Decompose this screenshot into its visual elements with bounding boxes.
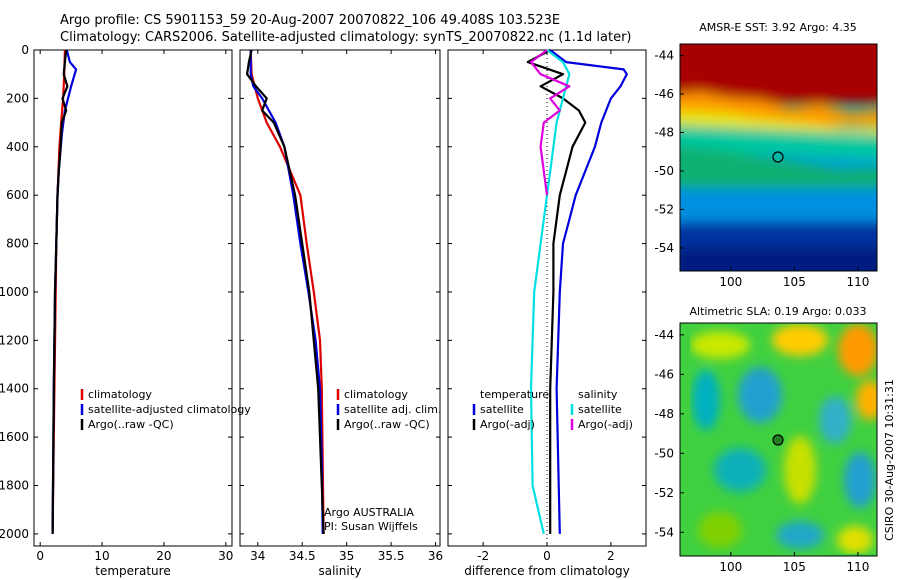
legend-entry: satellite adj. clim. <box>344 403 441 416</box>
y-tick-label: -54 <box>654 241 674 255</box>
salinity-series-line <box>246 49 325 534</box>
legend-group-title: salinity <box>578 388 618 401</box>
sla-argo-marker <box>772 434 784 446</box>
x-tick-label: 0 <box>36 549 44 563</box>
x-tick-label: 34.5 <box>289 549 316 563</box>
x-tick-label: 20 <box>156 549 171 563</box>
x-tick-label: 35.5 <box>378 549 405 563</box>
salinity-panel: 34 34.5 35 35.5 36 salinity climatology satelli… <box>239 49 443 578</box>
y-tick-label: 1200 <box>0 333 29 347</box>
y-tick-label: -44 <box>654 328 674 342</box>
y-tick-label: -44 <box>654 49 674 63</box>
x-tick-label: 34 <box>250 549 265 563</box>
legend-entry: climatology <box>344 388 408 401</box>
y-tick-label: 1400 <box>0 382 29 396</box>
legend-entry: satellite-adjusted climatology <box>88 403 251 416</box>
x-tick-label: 110 <box>846 275 869 289</box>
salinity-series-line <box>249 49 325 534</box>
y-tick-label: 200 <box>6 91 29 105</box>
sla-map: Altimetric SLA: 0.19 Argo: 0.033 <box>679 305 878 557</box>
y-tick-label: -50 <box>654 446 674 460</box>
x-tick-label: 36 <box>428 549 443 563</box>
side-timestamp-label: CSIRO 30-Aug-2007 10:31:31 <box>883 379 896 541</box>
x-tick-label: 110 <box>846 560 869 574</box>
salinity-series-line <box>249 50 324 534</box>
x-tick-label: 35 <box>339 549 354 563</box>
legend-group-title: temperature <box>480 388 549 401</box>
legend-entry: Argo(-adj) <box>480 418 535 431</box>
panel-annotation: Argo AUSTRALIA <box>324 506 414 519</box>
x-tick-label: -2 <box>477 549 489 563</box>
panel-annotation: PI: Susan Wijffels <box>324 520 418 533</box>
x-tick-label: 100 <box>719 275 742 289</box>
legend-entry: Argo(..raw -QC) <box>344 418 430 431</box>
x-tick-label: 105 <box>783 560 806 574</box>
figure-title-line-2: Climatology: CARS2006. Satellite-adjuste… <box>60 30 632 45</box>
y-tick-label: 600 <box>6 188 29 202</box>
y-tick-label: 1800 <box>0 479 29 493</box>
y-tick-label: -54 <box>654 525 674 539</box>
figure-title-line-1: Argo profile: CS 5901153_59 20-Aug-2007 … <box>60 13 561 28</box>
y-tick-label: 400 <box>6 140 29 154</box>
salinity-xlabel: salinity <box>318 564 361 578</box>
x-tick-label: 2 <box>607 549 615 563</box>
y-tick-label: -48 <box>654 125 674 139</box>
sla-map-title: Altimetric SLA: 0.19 Argo: 0.033 <box>689 305 866 318</box>
legend-entry: climatology <box>88 388 152 401</box>
x-tick-label: 10 <box>94 549 109 563</box>
difference-xlabel: difference from climatology <box>464 564 630 578</box>
y-tick-label: -46 <box>654 367 674 381</box>
y-tick-label: 1600 <box>0 430 29 444</box>
legend-entry: Argo(..raw -QC) <box>88 418 174 431</box>
y-tick-label: 1000 <box>0 285 29 299</box>
y-tick-label: 800 <box>6 237 29 251</box>
difference-series-line <box>526 49 587 534</box>
legend-entry: satellite <box>578 403 622 416</box>
x-tick-label: 0 <box>543 549 551 563</box>
x-tick-label: 30 <box>218 549 233 563</box>
difference-series-line <box>549 49 628 534</box>
map-axes: 100 105 110 -44 -46 -48 -50 -52 -54 <box>654 328 869 574</box>
temperature-panel: 0 200 400 600 800 1000 1200 1400 1600 1800 2000 0 10… <box>0 43 251 578</box>
sst-map: AMSR-E SST: 3.92 Argo: 4.35 <box>679 21 878 272</box>
legend-entry: Argo(-adj) <box>578 418 633 431</box>
salinity-axes-box <box>239 49 441 547</box>
x-tick-label: 100 <box>719 560 742 574</box>
map-axes: 100 105 110 -44 -46 -48 -50 -52 -54 <box>654 49 869 289</box>
temperature-series-line <box>51 49 69 534</box>
y-tick-label: -52 <box>654 202 674 216</box>
x-tick-label: 105 <box>783 275 806 289</box>
y-tick-label: -52 <box>654 486 674 500</box>
temperature-xlabel: temperature <box>95 564 170 578</box>
y-tick-label: 0 <box>21 43 29 57</box>
difference-series-line <box>529 49 571 196</box>
temperature-axes-box <box>33 49 233 547</box>
y-tick-label: -48 <box>654 407 674 421</box>
sst-map-title: AMSR-E SST: 3.92 Argo: 4.35 <box>699 21 857 34</box>
y-tick-label: -50 <box>654 164 674 178</box>
y-tick-label: -46 <box>654 87 674 101</box>
legend-entry: satellite <box>480 403 524 416</box>
y-tick-label: 2000 <box>0 527 29 541</box>
sst-argo-marker <box>772 151 784 163</box>
difference-series-line <box>529 49 571 535</box>
